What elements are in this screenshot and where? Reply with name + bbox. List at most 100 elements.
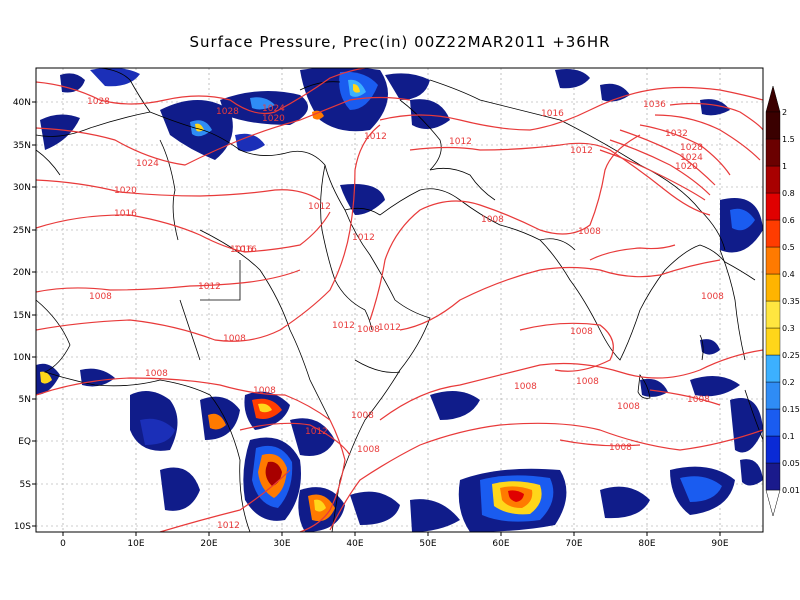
isobar-label: 1012 — [332, 321, 355, 331]
y-tick-label: 10N — [13, 353, 31, 363]
isobar-label: 1012 — [198, 282, 221, 292]
isobar-label: 1016 — [230, 245, 253, 255]
precipitation-field — [36, 68, 763, 532]
isobar-label: 1012 — [449, 137, 472, 147]
isobar-label: 1032 — [665, 129, 688, 139]
y-tick-label: 5N — [19, 395, 31, 405]
x-tick-label: 30E — [273, 539, 290, 549]
isobar-label: 1012 — [308, 202, 331, 212]
colorbar-swatch — [765, 435, 781, 464]
isobar-label: 1008 — [357, 445, 380, 455]
isobar-label: 1012 — [352, 233, 375, 243]
isobar-label: 1036 — [643, 100, 666, 110]
y-tick-label: 5S — [20, 480, 32, 490]
isobar-label: 1008 — [481, 215, 504, 225]
isobar-label: 1016 — [541, 109, 564, 119]
colorbar-label: 2 — [782, 108, 787, 117]
isobar-label: 1024 — [680, 153, 703, 163]
colorbar-swatch — [765, 462, 781, 491]
isobar-label: 1008 — [578, 227, 601, 237]
colorbar-swatch — [765, 111, 781, 140]
x-tick-label: 90E — [711, 539, 728, 549]
x-tick-label: 20E — [200, 539, 217, 549]
x-tick-label: 40E — [346, 539, 363, 549]
colorbar-label: 0.6 — [782, 216, 795, 225]
colorbar: 0.01 0.05 0.1 0.15 0.2 0.25 0.3 0.35 0.4 0.5 0.6 0.… — [765, 85, 800, 517]
colorbar-bottom-arrow — [765, 489, 781, 517]
y-tick-label: 25N — [13, 226, 31, 236]
isobar-label: 1008 — [357, 325, 380, 335]
y-tick-marks — [32, 101, 36, 527]
isobar-label: 1008 — [351, 411, 374, 421]
colorbar-label: 0.1 — [782, 432, 795, 441]
isobar-label: 1028 — [680, 143, 703, 153]
y-tick-label: 10S — [14, 522, 31, 532]
isobar-label: 1024 — [136, 159, 159, 169]
isobar-label: 1016 — [234, 245, 257, 255]
colorbar-top-arrow — [765, 85, 781, 113]
colorbar-label: 0.5 — [782, 243, 795, 252]
colorbar-label: 0.3 — [782, 324, 795, 333]
coastlines — [36, 68, 763, 532]
x-tick-label: 70E — [565, 539, 582, 549]
colorbar-swatch — [765, 408, 781, 437]
isobar-label: 1008 — [223, 334, 246, 344]
isobar-label: 1012 — [378, 323, 401, 333]
colorbar-label: 0.2 — [782, 378, 795, 387]
isobar-label: 1012 — [305, 427, 328, 437]
y-tick-label: 15N — [13, 311, 31, 321]
chart-title: Surface Pressure, Prec(in) 00Z22MAR2011 … — [189, 33, 611, 51]
y-axis: 40N 35N 30N 25N 20N 15N 10N 5N EQ 5S 10S — [13, 98, 31, 532]
y-tick-label: 40N — [13, 98, 31, 108]
isobar-label: 1028 — [216, 107, 239, 117]
isobar-label: 1020 — [114, 186, 137, 196]
colorbar-label: 1 — [782, 162, 787, 171]
isobar-label: 1012 — [364, 132, 387, 142]
colorbar-swatch — [765, 138, 781, 167]
colorbar-swatch — [765, 165, 781, 194]
isobar-label: 1020 — [675, 162, 698, 172]
isobar-label: 1008 — [609, 443, 632, 453]
colorbar-label: 1.5 — [782, 135, 795, 144]
map-plot-area — [36, 68, 763, 532]
isobar-label: 1012 — [217, 521, 240, 531]
isobar-label: 1008 — [145, 369, 168, 379]
isobar-label: 1028 — [87, 97, 110, 107]
x-tick-label: 10E — [127, 539, 144, 549]
colorbar-swatch — [765, 246, 781, 275]
colorbar-swatch — [765, 192, 781, 221]
map-frame — [35, 67, 764, 533]
isobar-labels: 1028 1028 1024 1020 1016 1012 1012 1016 … — [87, 97, 724, 531]
isobar-label: 1020 — [262, 114, 285, 124]
isobar-label: 1008 — [701, 292, 724, 302]
colorbar-swatch — [765, 381, 781, 410]
isobar-label: 1012 — [570, 146, 593, 156]
x-tick-label: 60E — [492, 539, 509, 549]
colorbar-swatch — [765, 273, 781, 302]
isobar-label: 1008 — [617, 402, 640, 412]
x-axis: 0 10E 20E 30E 40E 50E 60E 70E 80E 90E — [60, 539, 729, 549]
isobar-label: 1016 — [114, 209, 137, 219]
isobar-label: 1008 — [253, 386, 276, 396]
colorbar-label: 0.01 — [782, 486, 800, 495]
colorbar-swatch — [765, 219, 781, 248]
x-tick-label: 0 — [60, 539, 66, 549]
x-tick-label: 50E — [419, 539, 436, 549]
isobar-label: 1008 — [514, 382, 537, 392]
isobar-label: 1008 — [687, 395, 710, 405]
colorbar-swatch — [765, 300, 781, 329]
colorbar-swatch — [765, 327, 781, 356]
x-tick-label: 80E — [638, 539, 655, 549]
isobar-label: 1008 — [576, 377, 599, 387]
colorbar-label: 0.05 — [782, 459, 800, 468]
y-tick-label: 20N — [13, 268, 31, 278]
y-tick-label: 35N — [13, 141, 31, 151]
colorbar-label: 0.15 — [782, 405, 800, 414]
x-tick-marks — [62, 532, 721, 536]
y-tick-label: EQ — [18, 437, 31, 447]
isobar-label: 1008 — [570, 327, 593, 337]
colorbar-label: 0.35 — [782, 297, 800, 306]
isobar-label: 1008 — [89, 292, 112, 302]
colorbar-label: 0.25 — [782, 351, 800, 360]
